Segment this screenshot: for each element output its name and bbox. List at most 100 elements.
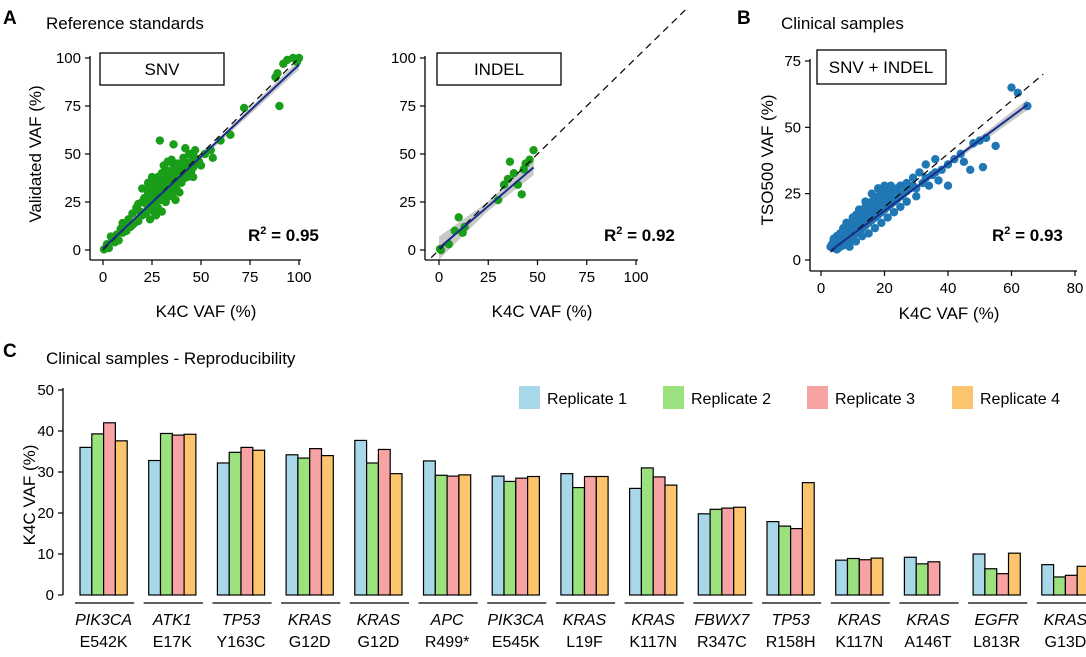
bar-13-replicate-3 (927, 561, 941, 596)
clinical-scatter-plot: 0 20 40 60 80 0 25 50 75 SNV + INDEL R2 = 0.93 K… (758, 49, 1083, 323)
snv-data-point (157, 207, 166, 216)
bar-12-replicate-3 (858, 559, 872, 596)
snv-data-point (216, 136, 225, 145)
clinical-data-point (943, 181, 953, 190)
snv-data-point (134, 199, 143, 209)
clinical-data-point (915, 168, 924, 177)
gene-label: KRAS (563, 612, 607, 629)
bar-3-replicate-4 (252, 449, 266, 596)
clinical-data-point (902, 197, 911, 206)
clinical-data-point (889, 208, 899, 217)
clinical-data-point (896, 202, 905, 212)
clinical-data-point (991, 141, 1000, 151)
bar-9-replicate-2 (640, 467, 654, 596)
snv-label: SNV (145, 60, 181, 79)
mutation-label: G12D (289, 634, 331, 651)
bar-4-replicate-2 (297, 457, 311, 596)
indel-y-tick-label: 100 (391, 50, 416, 67)
gene-label: KRAS (906, 612, 950, 629)
snv-data-point (138, 184, 147, 193)
indel-plot-layer: 0 25 50 75 100 0 25 50 75 100 (391, 9, 686, 286)
indel-data-point (509, 169, 519, 178)
mutation-label: Y163C (217, 634, 266, 651)
snv-data-point (173, 159, 182, 168)
snv-data-point (196, 161, 206, 170)
snv-y-tick-label: 100 (56, 50, 81, 67)
snv-x-tick-label: 75 (242, 269, 259, 286)
gene-label: EGFR (974, 612, 1019, 629)
snv-identity-line (102, 57, 300, 251)
title-clinical-samples: Clinical samples (781, 14, 904, 33)
clinical-y-tick-label: 50 (784, 119, 801, 136)
gene-label: PIK3CA (487, 612, 544, 629)
bar-9-replicate-1 (628, 487, 642, 596)
indel-data-point (454, 213, 463, 222)
legend-swatch-replicate-3 (807, 386, 828, 409)
bar-3-replicate-2 (228, 451, 242, 596)
snv-y-tick-label: 25 (64, 194, 81, 211)
clinical-data-point (870, 223, 880, 233)
bar-14-replicate-1 (972, 553, 986, 596)
bar-6-replicate-1 (422, 460, 436, 596)
clinical-data-point (899, 181, 908, 190)
clinical-data-point (924, 181, 934, 190)
mutation-label: R347C (697, 634, 747, 651)
panel-letter-a: A (3, 8, 17, 29)
indel-data-point (493, 195, 503, 205)
clinical-data-point (864, 229, 873, 238)
gene-label: APC (430, 612, 464, 629)
mutation-label: E17K (153, 634, 192, 651)
bar-12-replicate-4 (870, 557, 884, 596)
bar-11-replicate-1 (766, 521, 780, 596)
mutation-label: L813R (973, 634, 1020, 651)
clinical-x-tick-label: 60 (1003, 280, 1020, 297)
clinical-data-point (908, 173, 918, 182)
bar-y-tick-label: 30 (37, 464, 54, 481)
bar-plot-layer: 0 10 20 30 40 50 PIK3CA E542K ATK1 E17K TP53 Y163C K… (37, 382, 1086, 651)
indel-confidence-band (439, 159, 534, 260)
clinical-y-axis-label: TSO500 VAF (%) (758, 95, 777, 226)
snv-data-point (190, 145, 200, 155)
bar-15-replicate-1 (1041, 564, 1055, 596)
snv-data-point (159, 161, 168, 170)
snv-data-point (143, 178, 153, 187)
bar-y-axis-label: K4C VAF (%) (20, 445, 39, 546)
bar-14-replicate-4 (1007, 552, 1021, 596)
bar-8-replicate-4 (595, 475, 609, 596)
bar-2-replicate-1 (148, 459, 162, 596)
bar-3-replicate-1 (216, 462, 230, 596)
gene-label: PIK3CA (75, 612, 132, 629)
clinical-data-point (877, 218, 886, 228)
snv-scatter-plot: 0 25 50 75 100 0 25 50 75 100 SNV R2 = 0.95 K4C V… (26, 50, 319, 321)
snv-plot-layer: 0 25 50 75 100 0 25 50 75 100 (56, 50, 312, 286)
panel-letter-b: B (737, 8, 751, 29)
bar-12-replicate-2 (846, 557, 860, 596)
clinical-data-point (829, 234, 838, 243)
gene-label: KRAS (631, 612, 675, 629)
panel-letter-c: C (3, 341, 17, 362)
bar-7-replicate-1 (491, 475, 505, 596)
indel-scatter-plot: 0 25 50 75 100 0 25 50 75 100 INDEL R2 = 0.92 K4C… (391, 9, 686, 321)
gene-label: KRAS (838, 612, 882, 629)
gene-label: ATK1 (152, 612, 192, 629)
legend-swatch-replicate-2 (663, 386, 684, 409)
bar-11-replicate-4 (801, 482, 815, 596)
bar-13-replicate-1 (903, 556, 917, 596)
clinical-y-tick-label: 0 (793, 252, 801, 269)
bar-15-replicate-2 (1052, 576, 1066, 596)
bar-2-replicate-4 (183, 433, 197, 596)
bar-7-replicate-3 (515, 477, 529, 596)
bar-11-replicate-2 (778, 525, 792, 596)
clinical-x-axis-label: K4C VAF (%) (899, 304, 1000, 323)
mutation-label: R158H (766, 634, 816, 651)
mutation-label: K117N (629, 634, 677, 651)
clinical-plot-layer: 0 20 40 60 80 0 25 50 75 (784, 53, 1083, 297)
bar-4-replicate-4 (320, 455, 334, 596)
bar-8-replicate-2 (572, 486, 586, 596)
indel-x-tick-label: 50 (529, 269, 546, 286)
indel-x-tick-label: 100 (623, 269, 648, 286)
clinical-data-point (978, 162, 988, 172)
reproducibility-bar-chart: 0 10 20 30 40 50 PIK3CA E542K ATK1 E17K TP53 Y163C K… (20, 382, 1086, 651)
snv-data-point (226, 130, 235, 139)
bar-5-replicate-4 (389, 473, 403, 596)
